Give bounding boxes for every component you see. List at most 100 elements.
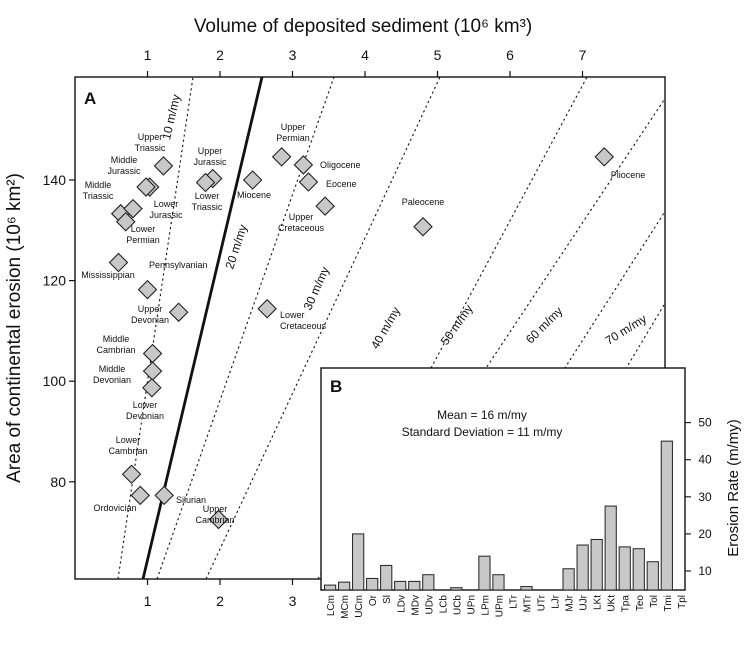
bar-category-label: LTr xyxy=(508,594,519,609)
bar-category-label: LPm xyxy=(480,595,491,616)
panel-b-y-tick-label: 20 xyxy=(698,527,712,541)
bar-category-label: UKt xyxy=(607,595,618,612)
data-point-diamond xyxy=(298,172,319,192)
bar-category-label: Tpl xyxy=(677,595,688,609)
bar-category-label: UJr xyxy=(579,594,590,610)
bar-category-label: Tmi xyxy=(663,595,674,612)
data-point-label: Silurian xyxy=(176,495,206,505)
data-point-diamond xyxy=(123,198,143,219)
bar-category-label: Tol xyxy=(649,595,660,608)
data-point-diamond xyxy=(594,147,615,167)
panel-b-label: B xyxy=(330,377,342,396)
data-point-label: Pliocene xyxy=(611,170,646,180)
bar-category-label: UCm xyxy=(354,595,365,618)
erosion-rate-bar xyxy=(632,548,645,591)
data-point-label: Lower Triassic xyxy=(192,191,223,212)
data-point-label: Lower Jurassic xyxy=(149,199,183,220)
x-axis-label: Volume of deposited sediment (10⁶ km³) xyxy=(194,16,532,37)
data-point-label: Oligocene xyxy=(320,160,361,170)
bar-category-label: Sl xyxy=(382,595,393,604)
bar-category-label: LCb xyxy=(438,595,449,614)
data-point-label: Mississippian xyxy=(81,270,135,280)
data-point-diamond xyxy=(154,485,174,506)
sd-annotation: Standard Deviation = 11 m/my xyxy=(402,425,563,439)
bar-category-label: MCm xyxy=(340,595,351,619)
data-point-diamond xyxy=(195,172,216,193)
data-point-diamond xyxy=(413,217,433,237)
data-point-label: Pennsylvanian xyxy=(149,260,208,270)
data-point-diamond xyxy=(257,298,277,319)
data-point-label: Upper Cambrian xyxy=(195,504,234,525)
data-point-diamond xyxy=(153,156,174,176)
data-point-diamond xyxy=(168,302,189,323)
erosion-rate-bar xyxy=(352,533,365,591)
erosion-rate-bar xyxy=(660,440,673,591)
data-point-diamond xyxy=(136,177,156,197)
panel-a-label: A xyxy=(84,89,96,108)
erosion-rate-bar xyxy=(478,555,491,591)
x-top-tick-label: 5 xyxy=(434,47,442,63)
erosion-rate-bar xyxy=(366,577,379,591)
erosion-rate-bar xyxy=(520,586,533,591)
data-point-label: Upper Triassic xyxy=(135,132,166,153)
data-point-label: Ordovician xyxy=(93,503,136,513)
erosion-rate-bar xyxy=(408,580,421,591)
x-bottom-tick-label: 3 xyxy=(289,593,297,609)
data-point-label: Upper Cretaceous xyxy=(278,212,325,233)
bar-category-label: Tpa xyxy=(621,595,632,613)
bar-category-label: LCm xyxy=(326,595,337,616)
x-top-tick-label: 7 xyxy=(579,47,587,63)
data-point-diamond xyxy=(208,509,229,530)
data-point-label: Middle Triassic xyxy=(83,180,114,201)
erosion-rate-bar xyxy=(576,544,589,591)
bar-category-label: UPm xyxy=(494,595,505,617)
panel-b-ticks: 10 20 30 40 50 xyxy=(685,416,712,578)
erosion-rate-bar xyxy=(450,587,463,591)
data-point-label: Lower Permian xyxy=(126,224,160,245)
data-point-diamond xyxy=(242,170,263,190)
data-point-label: Eocene xyxy=(326,179,357,189)
x-top-tick-label: 3 xyxy=(289,47,297,63)
y-tick-label: 100 xyxy=(43,373,67,389)
panel-b-y-tick-label: 30 xyxy=(698,490,712,504)
bar-category-label: LJr xyxy=(551,594,562,609)
bar-category-label: MJr xyxy=(565,594,576,611)
panel-b-y-label: Erosion Rate (m/my) xyxy=(725,419,742,557)
x-top-tick-label: 4 xyxy=(361,47,369,63)
bar-category-label: UTr xyxy=(537,594,548,611)
data-point-label: Middle Devonian xyxy=(93,364,131,385)
bar-category-label: Teo xyxy=(635,595,646,612)
data-point-diamond xyxy=(142,377,162,398)
erosion-rate-bar xyxy=(646,561,659,591)
erosion-rate-bar xyxy=(618,546,631,591)
panel-b-y-tick-label: 50 xyxy=(698,416,712,430)
data-point-label: Upper Devonian xyxy=(131,304,169,325)
data-point-label: Paleocene xyxy=(402,197,445,207)
erosion-rate-bar xyxy=(562,568,575,591)
panel-b-bars: LCm MCm UCm Or Sl LDv MDv UDv LCb UCb UPn LPm UPm LTr… xyxy=(324,440,688,619)
erosion-rate-bar xyxy=(590,538,603,591)
rate-line xyxy=(345,99,665,579)
erosion-rate-bar xyxy=(338,581,351,591)
data-point-label: Middle Jurassic xyxy=(107,155,141,176)
x-top-tick-label: 6 xyxy=(506,47,514,63)
y-axis-label: Area of continental erosion (10⁶ km²) xyxy=(4,173,25,483)
bar-category-label: Or xyxy=(368,594,379,606)
data-point-diamond xyxy=(293,155,314,175)
data-point-diamond xyxy=(108,252,129,273)
data-point-label: Upper Permian xyxy=(276,122,310,143)
panel-b-y-tick-label: 40 xyxy=(698,453,712,467)
data-point-label: Upper Jurassic xyxy=(193,146,227,167)
y-tick-label: 120 xyxy=(43,273,67,289)
y-tick-label: 80 xyxy=(50,474,66,490)
x-top-tick-label: 2 xyxy=(216,47,224,63)
erosion-rate-bar xyxy=(422,574,435,591)
data-point-diamond xyxy=(130,485,151,506)
mean-annotation: Mean = 16 m/my xyxy=(437,408,527,422)
rate-line xyxy=(117,77,194,579)
erosion-rate-bar xyxy=(394,580,407,591)
data-point-label: Miocene xyxy=(237,190,271,200)
rate-line xyxy=(205,77,441,579)
